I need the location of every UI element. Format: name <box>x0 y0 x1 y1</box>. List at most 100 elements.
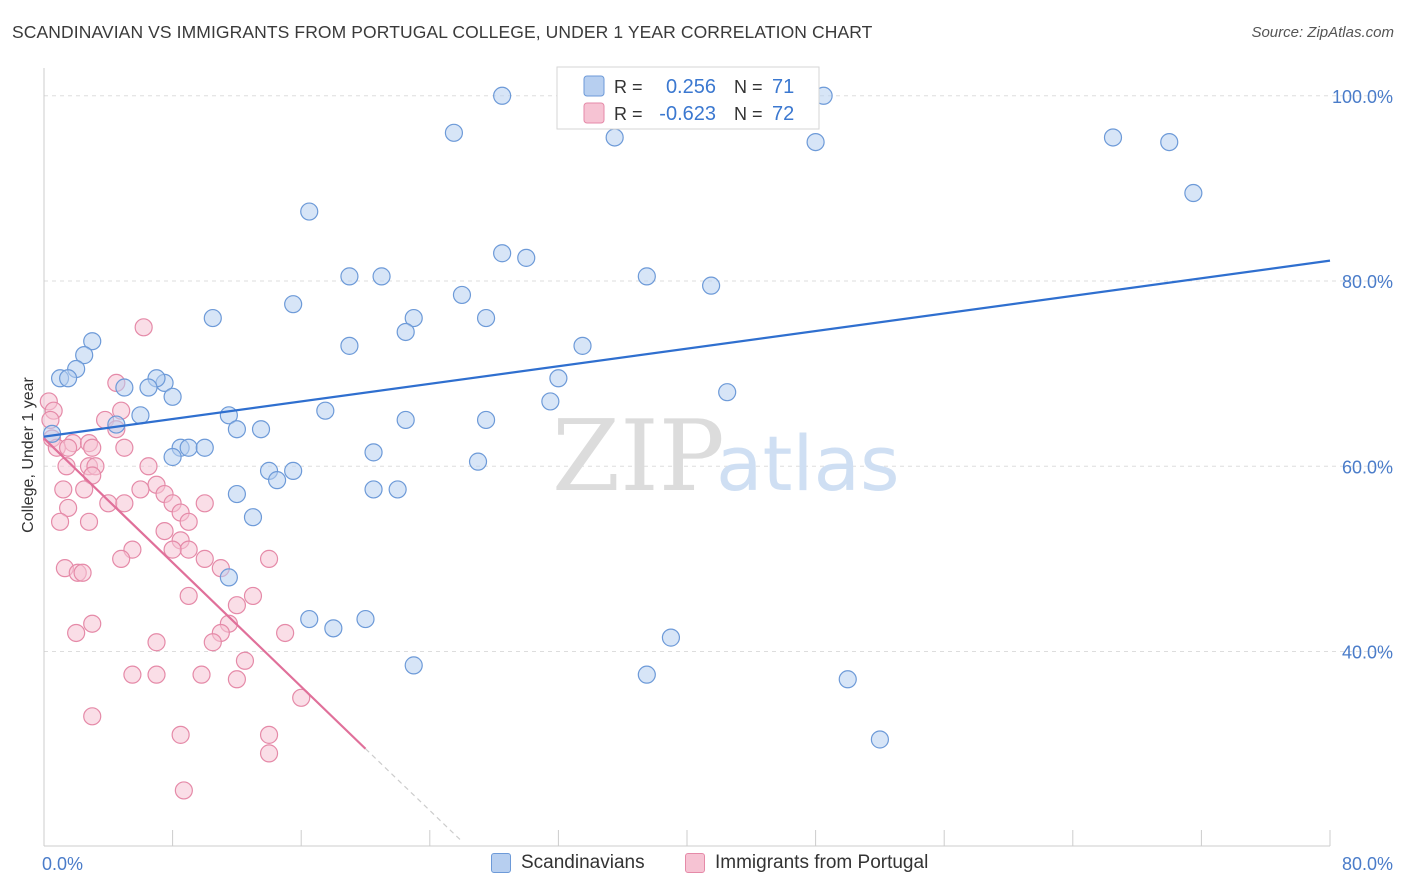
scandinavian-point-21 <box>83 332 102 351</box>
y-tick-labels: 40.0% 60.0% 80.0% 100.0% <box>1332 87 1393 663</box>
legend-swatch-pink <box>583 102 605 124</box>
legend-label-scandinavians: Scandinavians <box>521 852 645 873</box>
portugal-point-16 <box>57 457 76 476</box>
portugal-point-58 <box>147 665 166 684</box>
scandinavian-point-58 <box>219 568 238 587</box>
portugal-point-32 <box>50 512 70 531</box>
portugal-point-39 <box>195 549 214 568</box>
legend-n-label-1: N = <box>734 77 763 97</box>
portugal-point-28 <box>195 494 214 513</box>
portugal-point-57 <box>123 665 142 684</box>
portugal-point-21 <box>131 480 150 499</box>
scandinavian-point-17 <box>203 308 222 328</box>
x-ticks <box>172 830 1331 846</box>
scandinavian-point-43 <box>251 420 271 439</box>
scandinavian-point-33 <box>163 387 182 406</box>
scandinavian-point-46 <box>179 438 198 457</box>
legend-r-label-2: R = <box>614 104 643 124</box>
scandinavian-point-20 <box>396 322 415 342</box>
scandinavian-point-56 <box>388 480 407 499</box>
portugal-point-33 <box>79 512 99 531</box>
scandinavian-point-15 <box>702 276 721 295</box>
legend-item-portugal[interactable]: Immigrants from Portugal <box>685 852 928 874</box>
legend-swatch-scandinavians <box>491 853 511 873</box>
scandinavian-point-30 <box>115 378 134 397</box>
scandinavian-point-41 <box>107 415 126 434</box>
portugal-point-14 <box>115 438 134 457</box>
scandinavian-point-19 <box>476 308 496 328</box>
portugal-point-26 <box>115 494 134 513</box>
portugal-points <box>39 318 311 800</box>
portugal-point-64 <box>259 725 279 744</box>
scandinavian-trend-line <box>43 259 1331 438</box>
legend-box: R = 0.256 N = 71 R = -0.623 N = 72 <box>556 66 820 130</box>
scandinavian-point-49 <box>163 447 182 467</box>
y-axis-label: College, Under 1 year <box>20 377 37 533</box>
scandinavian-point-65 <box>838 670 857 689</box>
scandinavian-point-22 <box>340 336 359 355</box>
scandinavian-point-13 <box>452 285 472 305</box>
scandinavian-point-36 <box>316 401 335 420</box>
portugal-point-56 <box>235 651 255 670</box>
scandinavian-point-52 <box>468 452 488 471</box>
legend-label-portugal: Immigrants from Portugal <box>715 852 929 873</box>
scandinavian-point-39 <box>396 410 415 430</box>
portugal-point-59 <box>192 665 211 684</box>
portugal-point-30 <box>59 498 78 518</box>
scandinavian-point-59 <box>300 609 319 629</box>
portugal-point-45 <box>73 563 92 582</box>
scandinavian-point-31 <box>549 369 568 388</box>
legend-swatch-portugal <box>685 853 705 873</box>
scandinavian-point-24 <box>75 346 94 365</box>
trend-lines <box>43 259 1331 842</box>
portugal-point-0 <box>134 318 153 337</box>
scandinavian-point-6 <box>1160 132 1179 152</box>
scandinavian-point-42 <box>227 420 246 439</box>
scandinavian-point-3 <box>605 128 624 147</box>
watermark-zip: ZIP <box>552 400 725 514</box>
scandinavian-point-40 <box>476 410 496 430</box>
scandinavian-point-18 <box>404 308 423 328</box>
portugal-point-31 <box>179 512 198 531</box>
x-tick-label-start: 0.0% <box>42 854 83 874</box>
legend-n-label-2: N = <box>734 104 763 124</box>
portugal-point-51 <box>276 623 295 643</box>
scandinavian-point-4 <box>806 132 825 152</box>
y-tick-label-80: 80.0% <box>1342 272 1393 292</box>
portugal-point-37 <box>179 540 198 559</box>
scandinavian-point-23 <box>573 336 592 355</box>
portugal-point-23 <box>75 480 94 499</box>
scandinavian-point-5 <box>1103 128 1123 147</box>
scandinavian-point-55 <box>364 480 383 499</box>
scandinavian-point-48 <box>364 443 383 462</box>
scandinavian-point-51 <box>284 461 303 480</box>
scandinavian-point-9 <box>493 244 512 263</box>
scandinavian-point-7 <box>1184 183 1203 203</box>
legend-item-scandinavians[interactable]: Scandinavians <box>491 852 645 874</box>
scandinavian-point-32 <box>139 378 158 397</box>
portugal-point-65 <box>259 744 279 763</box>
portugal-point-60 <box>227 670 246 689</box>
scandinavian-point-0 <box>493 86 512 105</box>
source-label: Source: ZipAtlas.com <box>1251 24 1394 41</box>
legend-n-value-1: 71 <box>772 76 794 98</box>
portugal-point-34 <box>155 521 174 541</box>
portugal-point-53 <box>67 623 86 643</box>
portugal-point-61 <box>292 688 311 707</box>
portugal-point-38 <box>163 540 182 559</box>
scandinavian-point-64 <box>637 665 656 684</box>
scandinavian-point-47 <box>195 438 214 457</box>
watermark: ZIP atlas <box>552 400 900 514</box>
legend-swatch-blue <box>583 75 605 97</box>
y-tick-label-60: 60.0% <box>1342 457 1393 477</box>
portugal-point-66 <box>174 781 193 800</box>
portugal-point-40 <box>112 549 131 568</box>
scandinavian-point-53 <box>267 471 287 490</box>
scandinavian-point-35 <box>541 392 560 411</box>
scandinavian-point-54 <box>227 484 246 504</box>
portugal-point-47 <box>243 586 263 606</box>
x-tick-label-end: 80.0% <box>1342 854 1393 874</box>
scandinavian-point-27 <box>59 369 78 388</box>
legend-r-label-1: R = <box>614 77 643 97</box>
